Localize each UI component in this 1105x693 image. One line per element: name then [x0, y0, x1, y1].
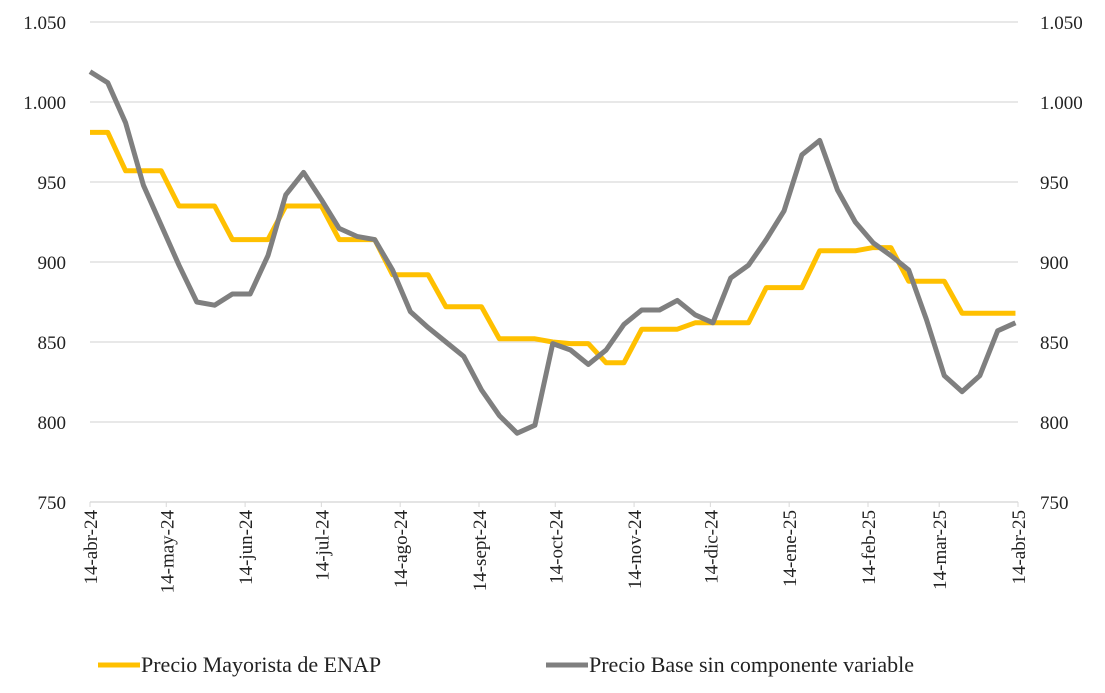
- y2-tick-label: 1.050: [1040, 13, 1083, 34]
- y-tick-label: 1.050: [23, 13, 66, 34]
- y2-tick-label: 750: [1040, 493, 1069, 514]
- y-tick-label: 850: [38, 333, 67, 354]
- y2-tick-label: 900: [1040, 253, 1069, 274]
- y-tick-label: 1.000: [23, 93, 66, 114]
- x-tick-label: 14-abr-24: [81, 510, 102, 585]
- legend-label: Precio Base sin componente variable: [589, 652, 914, 677]
- x-tick-label: 14-sept-24: [470, 510, 491, 592]
- y2-tick-label: 1.000: [1040, 93, 1083, 114]
- x-tick-label: 14-mar-25: [930, 510, 951, 590]
- y-tick-label: 800: [38, 413, 67, 434]
- y2-tick-label: 800: [1040, 413, 1069, 434]
- x-tick-label: 14-nov-24: [625, 510, 646, 590]
- y-tick-label: 900: [38, 253, 67, 274]
- x-tick-label: 14-ene-25: [780, 510, 801, 587]
- x-tick-label: 14-feb-25: [859, 510, 880, 585]
- y2-tick-label: 950: [1040, 173, 1069, 194]
- x-tick-label: 14-jul-24: [312, 510, 333, 581]
- y-tick-label: 750: [38, 493, 67, 514]
- x-tick-label: 14-ago-24: [391, 510, 412, 589]
- y2-tick-label: 850: [1040, 333, 1069, 354]
- x-tick-label: 14-jun-24: [236, 510, 257, 585]
- series-line: [88, 69, 1017, 436]
- x-tick-label: 14-may-24: [157, 510, 178, 594]
- legend-label: Precio Mayorista de ENAP: [141, 652, 381, 677]
- x-tick-label: 14-dic-24: [701, 510, 722, 584]
- x-tick-label: 14-abr-25: [1009, 510, 1030, 585]
- x-tick-label: 14-oct-24: [546, 510, 567, 584]
- y-tick-label: 950: [38, 173, 67, 194]
